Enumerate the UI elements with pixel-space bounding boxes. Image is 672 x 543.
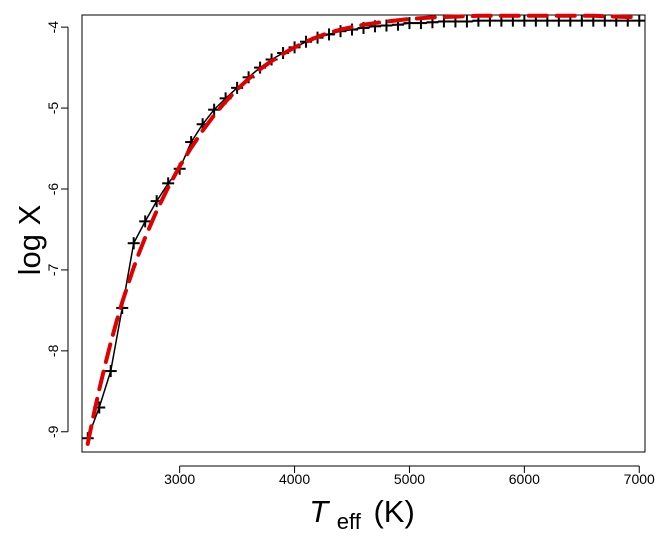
y-tick-label: -7 — [45, 263, 61, 276]
x-axis-title-symbol: T — [309, 494, 330, 529]
series-layer — [81, 13, 646, 446]
x-axis-title: T eff (K) — [309, 494, 415, 536]
x-axis-title-unit: (K) — [373, 494, 414, 529]
series-2 — [85, 13, 642, 446]
series-0 — [81, 14, 646, 445]
y-tick-label: -6 — [45, 183, 61, 196]
x-tick-label: 7000 — [624, 471, 655, 487]
y-tick-label: -4 — [45, 21, 61, 34]
y-tick-label: -9 — [45, 425, 61, 438]
y-tick-label: -5 — [45, 102, 61, 115]
x-axis-title-subscript: eff — [337, 509, 362, 534]
x-tick-label: 4000 — [279, 471, 310, 487]
dashed-model-curve — [85, 13, 642, 446]
y-tick-label: -8 — [45, 344, 61, 357]
x-tick-label: 6000 — [509, 471, 540, 487]
solid-model-curve — [86, 19, 641, 439]
x-tick-group: 3000 4000 5000 6000 7000 — [164, 466, 655, 487]
plot-frame — [81, 14, 646, 453]
series-1 — [86, 19, 641, 439]
x-tick-label: 3000 — [164, 471, 195, 487]
y-tick-group: -9 -8 -7 -6 -5 -4 — [45, 21, 68, 438]
x-tick-label: 5000 — [394, 471, 425, 487]
y-axis-title: log X — [12, 204, 47, 275]
